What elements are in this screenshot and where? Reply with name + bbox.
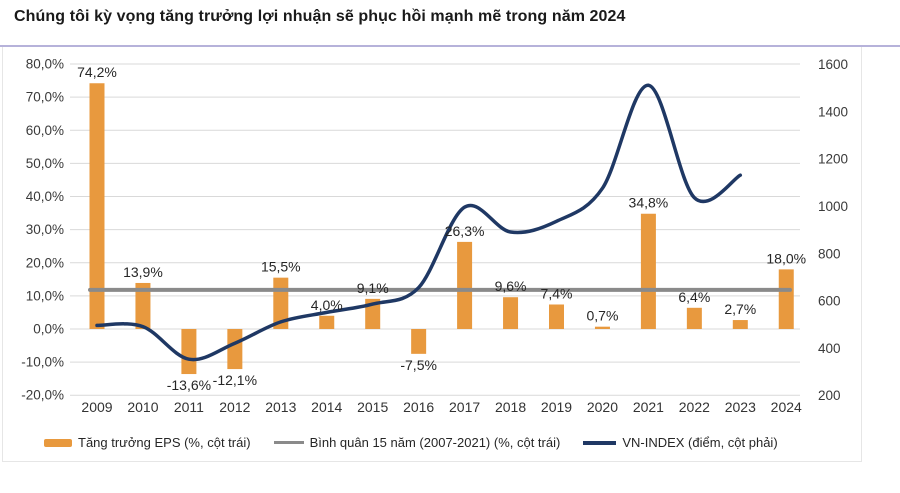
left-axis-tick: 20,0% bbox=[26, 255, 64, 270]
bar-label-2022: 6,4% bbox=[678, 289, 710, 305]
bar-label-2021: 34,8% bbox=[629, 195, 669, 211]
legend-item-eps: Tăng trưởng EPS (%, cột trái) bbox=[44, 435, 251, 450]
bar-label-2019: 7,4% bbox=[541, 285, 573, 301]
left-axis-tick: 70,0% bbox=[26, 90, 64, 105]
bar-2019 bbox=[549, 304, 564, 329]
bar-2021 bbox=[640, 213, 656, 329]
legend-label-vnindex: VN-INDEX (điểm, cột phải) bbox=[622, 435, 778, 450]
bar-2023 bbox=[732, 320, 748, 329]
bar-2018 bbox=[503, 297, 519, 329]
right-axis-tick: 600 bbox=[818, 294, 841, 309]
chart-legend: Tăng trưởng EPS (%, cột trái) Bình quân … bbox=[44, 435, 778, 450]
legend-item-average: Bình quân 15 năm (2007-2021) (%, cột trá… bbox=[273, 435, 561, 450]
bar-label-2011: -13,6% bbox=[167, 377, 211, 393]
bar-2017 bbox=[457, 241, 473, 329]
vnindex-line bbox=[95, 83, 743, 362]
bar-2012 bbox=[227, 329, 243, 370]
left-axis-tick: 30,0% bbox=[26, 222, 64, 237]
bar-label-2017: 26,3% bbox=[445, 223, 485, 239]
legend-label-average: Bình quân 15 năm (2007-2021) (%, cột trá… bbox=[309, 435, 561, 450]
bar-2022 bbox=[686, 307, 702, 329]
left-axis-tick: 40,0% bbox=[26, 189, 64, 204]
legend-item-vnindex: VN-INDEX (điểm, cột phải) bbox=[583, 435, 778, 450]
right-axis-tick: 400 bbox=[818, 341, 841, 356]
year-label-2024: 2024 bbox=[771, 399, 802, 415]
year-label-2010: 2010 bbox=[127, 399, 158, 415]
bar-label-2012: -12,1% bbox=[213, 372, 257, 388]
right-axis-tick: 200 bbox=[818, 388, 841, 403]
page-title: Chúng tôi kỳ vọng tăng trưởng lợi nhuận … bbox=[14, 8, 626, 25]
left-axis-tick: 50,0% bbox=[26, 156, 64, 171]
year-label-2018: 2018 bbox=[495, 399, 526, 415]
year-label-2017: 2017 bbox=[449, 399, 480, 415]
left-axis-tick: -20,0% bbox=[21, 388, 64, 403]
bar-label-2020: 0,7% bbox=[586, 308, 618, 324]
year-label-2023: 2023 bbox=[725, 399, 756, 415]
right-axis-tick: 1000 bbox=[818, 199, 848, 214]
legend-label-eps: Tăng trưởng EPS (%, cột trái) bbox=[78, 435, 251, 450]
bar-label-2013: 15,5% bbox=[261, 259, 301, 275]
left-axis-tick: 10,0% bbox=[26, 288, 64, 303]
bar-label-2023: 2,7% bbox=[724, 301, 756, 317]
title-divider bbox=[0, 45, 900, 47]
left-axis-tick: 80,0% bbox=[26, 57, 64, 72]
year-label-2022: 2022 bbox=[679, 399, 710, 415]
eps-bar-swatch-icon bbox=[44, 438, 72, 447]
left-axis-tick: 60,0% bbox=[26, 123, 64, 138]
bar-label-2024: 18,0% bbox=[766, 250, 806, 266]
right-axis-tick: 1400 bbox=[818, 104, 848, 119]
left-axis-tick: -10,0% bbox=[21, 355, 64, 370]
bar-label-2016: -7,5% bbox=[400, 357, 437, 373]
bar-label-2015: 9,1% bbox=[357, 280, 389, 296]
year-label-2011: 2011 bbox=[174, 399, 204, 415]
year-label-2019: 2019 bbox=[541, 399, 572, 415]
right-axis-tick: 800 bbox=[818, 246, 841, 261]
bar-2020 bbox=[594, 326, 610, 329]
chart-frame bbox=[2, 47, 862, 462]
average-line-swatch-icon bbox=[273, 441, 304, 444]
bar-2016 bbox=[411, 329, 427, 354]
year-label-2021: 2021 bbox=[633, 399, 664, 415]
bar-label-2014: 4,0% bbox=[311, 297, 343, 313]
vnindex-line-swatch-icon bbox=[583, 440, 617, 445]
year-label-2014: 2014 bbox=[311, 399, 342, 415]
bar-label-2009: 74,2% bbox=[77, 64, 117, 80]
year-label-2009: 2009 bbox=[81, 399, 112, 415]
right-axis-tick: 1200 bbox=[818, 152, 848, 167]
year-label-2012: 2012 bbox=[219, 399, 250, 415]
year-label-2015: 2015 bbox=[357, 399, 388, 415]
bar-label-2010: 13,9% bbox=[123, 264, 163, 280]
year-label-2016: 2016 bbox=[403, 399, 434, 415]
year-label-2020: 2020 bbox=[587, 399, 618, 415]
year-label-2013: 2013 bbox=[265, 399, 296, 415]
bar-2010 bbox=[135, 282, 151, 329]
right-axis-tick: 1600 bbox=[818, 57, 848, 72]
bar-2014 bbox=[319, 315, 335, 329]
bar-label-2018: 9,6% bbox=[495, 278, 527, 294]
bar-2009 bbox=[89, 83, 105, 329]
bar-2011 bbox=[181, 329, 197, 375]
bar-2024 bbox=[778, 269, 794, 329]
left-axis-tick: 0,0% bbox=[33, 322, 64, 337]
